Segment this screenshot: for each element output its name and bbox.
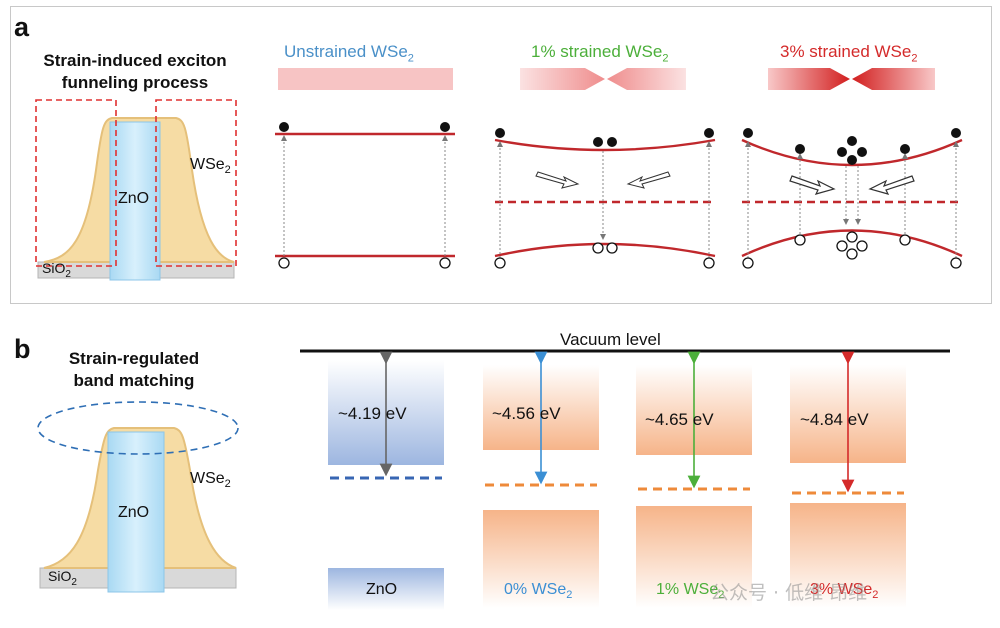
energy-label-zno: ~4.19 eV: [338, 404, 407, 423]
wse2-label-b: WSe2: [190, 470, 231, 491]
electron: [495, 128, 505, 138]
focus-ellipse: [37, 401, 239, 455]
hole: [846, 248, 858, 260]
zno-pillar-a: [109, 121, 161, 281]
vb-curve: [741, 229, 963, 258]
focus-box-left: [35, 99, 117, 267]
state-title-3pct: 3% strained WSe2: [780, 42, 918, 65]
column-name-zno: ZnO: [366, 581, 398, 598]
electron: [593, 137, 603, 147]
electron: [279, 122, 289, 132]
panel-a-title: Strain-induced exciton funneling process: [43, 51, 227, 92]
hole: [278, 257, 290, 269]
panel-b-label: b: [14, 334, 31, 364]
strain-bar-unstrained: [278, 68, 453, 90]
panel-b-title: Strain-regulated band matching: [68, 349, 200, 390]
hole: [836, 240, 848, 252]
sio2-label-a: SiO2: [42, 260, 71, 280]
electron: [795, 144, 805, 154]
wse2-0pct-column: [483, 351, 599, 608]
electron: [607, 137, 617, 147]
electron: [857, 147, 867, 157]
band-diagram-unstrained: [275, 122, 455, 269]
wse2-3pct-column: [790, 351, 906, 608]
cb-curve: [494, 138, 716, 152]
zno-label-b: ZnO: [118, 504, 150, 521]
electron: [847, 136, 857, 146]
sio2-label-b: SiO2: [48, 568, 77, 588]
electron: [900, 144, 910, 154]
hole: [703, 257, 715, 269]
energy-label-0pct: ~4.56 eV: [492, 404, 561, 423]
focus-box-right: [155, 99, 237, 267]
wse2-label-a: WSe2: [190, 156, 231, 177]
hole: [606, 242, 618, 254]
hole: [899, 234, 911, 246]
energy-label-1pct: ~4.65 eV: [645, 410, 714, 429]
column-name-3pct: 3% WSe2: [810, 581, 879, 602]
vb-curve: [494, 242, 716, 258]
panel-a-label: a: [14, 12, 30, 42]
zno-column: [328, 351, 444, 610]
column-name-0pct: 0% WSe2: [504, 581, 573, 602]
drift-arrow-left: [626, 171, 671, 189]
strain-arrow-1pct-left: [520, 68, 605, 90]
vacuum-level-label: Vacuum level: [560, 330, 661, 349]
column-name-1pct: 1% WSe2: [656, 581, 725, 602]
device-schematic-b: [37, 401, 239, 593]
energy-label-3pct: ~4.84 eV: [800, 410, 869, 429]
electron: [951, 128, 961, 138]
strain-arrow-1pct-right: [607, 68, 686, 90]
watermark: 公众号 · 低维 昂维: [710, 582, 868, 604]
hole: [856, 240, 868, 252]
device-schematic-a: [35, 99, 237, 281]
hole: [950, 257, 962, 269]
electron: [837, 147, 847, 157]
strain-arrows-3pct: [768, 68, 935, 90]
electron: [847, 155, 857, 165]
strain-arrows-1pct: [520, 68, 686, 90]
wse2-1pct-vb-box: [636, 506, 752, 608]
band-diagram-1pct: [494, 128, 716, 269]
hole: [592, 242, 604, 254]
strain-arrow-3pct-left: [768, 68, 850, 90]
hole: [439, 257, 451, 269]
wse2-1pct-column: [636, 351, 752, 608]
state-title-unstrained: Unstrained WSe2: [284, 42, 414, 65]
zno-label-a: ZnO: [118, 190, 150, 207]
wse2-0pct-vb-box: [483, 510, 599, 608]
hole: [742, 257, 754, 269]
electron: [704, 128, 714, 138]
wse2-3pct-vb-box: [790, 503, 906, 608]
zno-vb-box: [328, 568, 444, 610]
band-diagram-3pct: [741, 128, 963, 269]
strain-arrow-3pct-right: [852, 68, 935, 90]
hole: [846, 231, 858, 243]
drift-arrow-left: [868, 175, 915, 195]
electron: [743, 128, 753, 138]
hole: [494, 257, 506, 269]
electron: [440, 122, 450, 132]
state-title-1pct: 1% strained WSe2: [531, 42, 669, 65]
drift-arrow-right: [789, 175, 836, 195]
hole: [794, 234, 806, 246]
drift-arrow-right: [535, 171, 580, 189]
zno-pillar-b: [107, 431, 165, 593]
